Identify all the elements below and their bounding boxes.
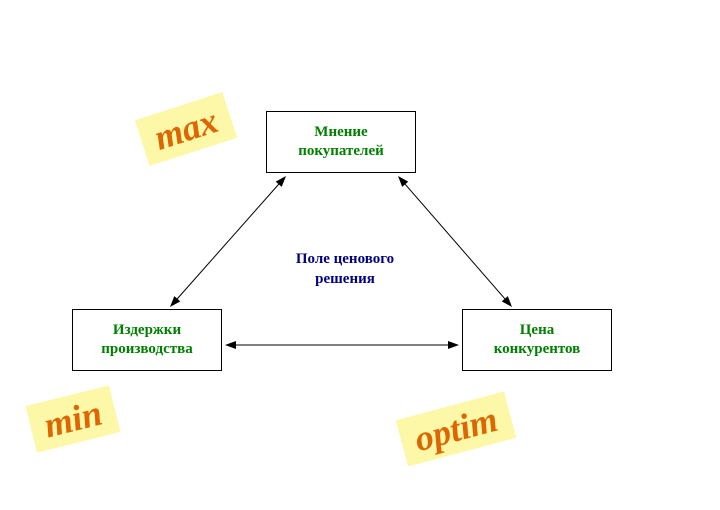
- highlight-min-text: min: [40, 393, 106, 446]
- node-right-label: Ценаконкурентов: [494, 321, 581, 360]
- node-top-label: Мнениепокупателей: [298, 123, 384, 162]
- node-top: Мнениепокупателей: [266, 111, 416, 173]
- node-right: Ценаконкурентов: [462, 309, 612, 371]
- center-label: Поле ценовогорешения: [265, 250, 425, 289]
- highlight-min: min: [25, 385, 120, 452]
- node-left-label: Издержкипроизводства: [101, 321, 192, 360]
- center-label-text: Поле ценовогорешения: [296, 251, 394, 287]
- node-left: Издержкипроизводства: [72, 309, 222, 371]
- highlight-max: max: [135, 92, 237, 166]
- highlight-optim-text: optim: [410, 399, 502, 459]
- highlight-max-text: max: [149, 100, 222, 158]
- highlight-optim: optim: [396, 391, 517, 466]
